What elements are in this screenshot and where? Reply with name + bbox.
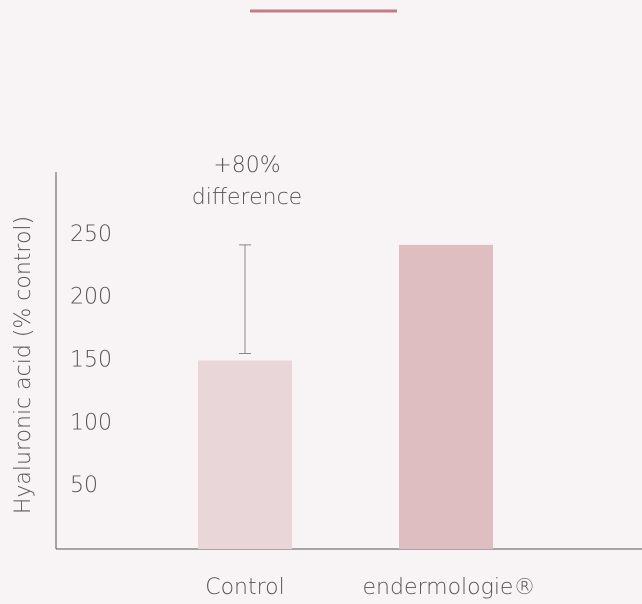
x-tick-label: Control <box>205 575 285 600</box>
bar <box>198 360 292 549</box>
annotation: difference <box>192 185 302 210</box>
y-tick-label: 50 <box>70 473 98 498</box>
y-tick-label: 100 <box>70 410 112 435</box>
y-axis-label: Hyaluronic acid (% control) <box>11 216 36 514</box>
annotation: +80% <box>213 153 280 178</box>
x-tick-label: endermologie® <box>363 575 536 600</box>
y-tick-label: 200 <box>70 285 112 310</box>
y-tick-label: 250 <box>70 222 112 247</box>
bar <box>399 244 493 550</box>
y-tick-label: 150 <box>70 348 112 373</box>
